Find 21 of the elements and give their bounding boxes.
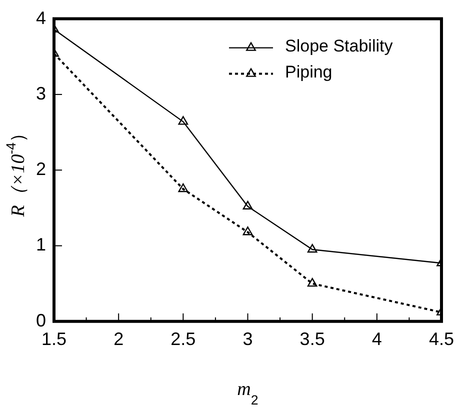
x-tick-label: 3 xyxy=(242,329,253,350)
point xyxy=(242,226,253,236)
legend-label: Piping xyxy=(285,62,332,82)
y-tick-label: 3 xyxy=(36,83,46,104)
x-tick-label: 2 xyxy=(114,329,124,350)
y-tick-label: 0 xyxy=(36,310,46,330)
point xyxy=(307,244,318,253)
y-tick-label: 1 xyxy=(36,234,46,255)
point xyxy=(178,116,188,125)
y-axis-title: R（×10-4） xyxy=(3,123,29,218)
legend-label: Slope Stability xyxy=(285,36,394,56)
x-tick-label: 4.5 xyxy=(428,329,454,350)
x-tick-label: 3.5 xyxy=(300,329,325,350)
x-tick-label: 2.5 xyxy=(170,329,196,350)
y-tick-label: 4 xyxy=(36,8,46,28)
point xyxy=(178,183,188,192)
point xyxy=(242,200,253,210)
point xyxy=(307,278,318,287)
x-tick-label: 1.5 xyxy=(41,329,67,350)
y-tick-label: 2 xyxy=(36,159,46,180)
x-tick-label: 4 xyxy=(372,329,382,350)
